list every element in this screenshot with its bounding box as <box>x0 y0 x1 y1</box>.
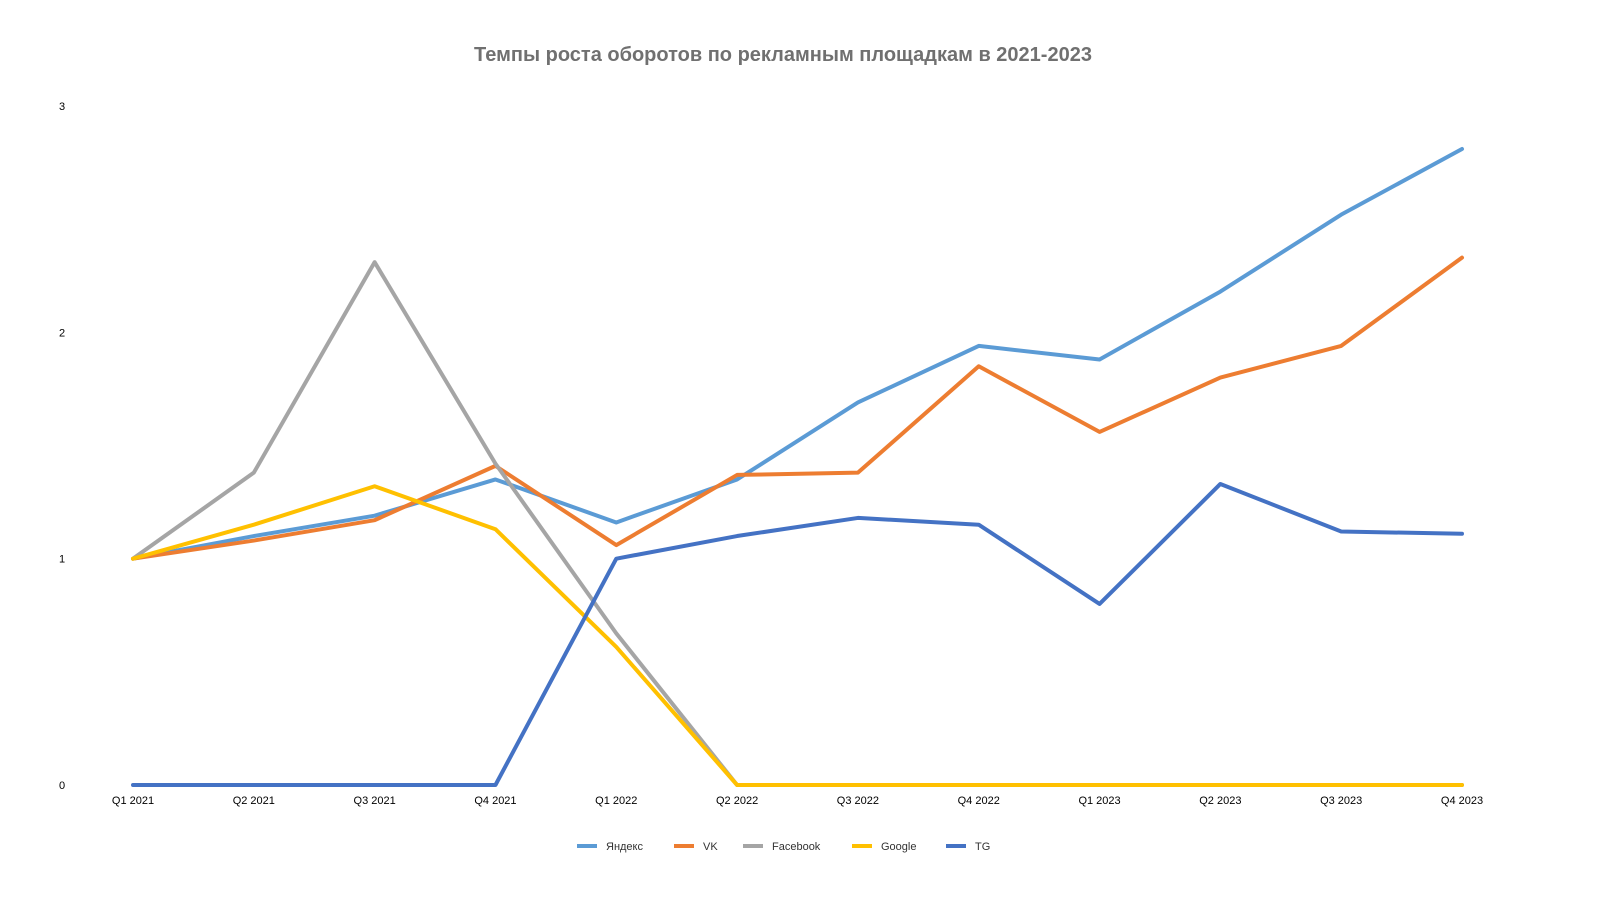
series-line-VK <box>131 255 1464 561</box>
y-tick-label: 1 <box>59 554 65 566</box>
chart-title: Темпы роста оборотов по рекламным площад… <box>474 44 1092 66</box>
series-line-TG <box>131 481 1464 787</box>
legend-label: Facebook <box>772 841 821 853</box>
x-tick-label: Q3 2021 <box>354 795 396 807</box>
series-line-Яндекс <box>131 147 1464 561</box>
x-tick-label: Q4 2023 <box>1441 795 1483 807</box>
x-tick-label: Q1 2023 <box>1078 795 1120 807</box>
x-tick-label: Q1 2022 <box>595 795 637 807</box>
x-tick-label: Q3 2023 <box>1320 795 1362 807</box>
x-tick-label: Q4 2022 <box>958 795 1000 807</box>
x-tick-label: Q4 2021 <box>474 795 516 807</box>
y-tick-label: 2 <box>59 327 65 339</box>
y-tick-label: 3 <box>59 101 65 113</box>
x-tick-label: Q2 2022 <box>716 795 758 807</box>
x-tick-label: Q2 2021 <box>233 795 275 807</box>
legend-label: VK <box>703 841 718 853</box>
legend-label: Яндекс <box>606 841 643 853</box>
legend-label: TG <box>975 841 990 853</box>
x-tick-label: Q2 2023 <box>1199 795 1241 807</box>
series-line-Google <box>131 484 1464 787</box>
legend-label: Google <box>881 841 916 853</box>
x-tick-label: Q1 2021 <box>112 795 154 807</box>
x-tick-label: Q3 2022 <box>837 795 879 807</box>
y-tick-label: 0 <box>59 780 65 792</box>
